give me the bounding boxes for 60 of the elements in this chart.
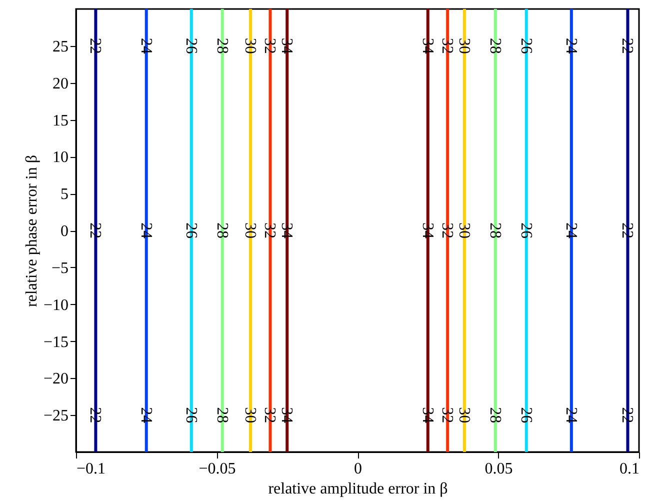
text: 32 xyxy=(261,38,278,54)
y-tick-label: 15 xyxy=(52,112,68,130)
text: 30 xyxy=(455,222,472,238)
x-tick-label: 0 xyxy=(354,460,362,478)
x-tick-label: 0.1 xyxy=(620,460,640,478)
y-tick-label: 5 xyxy=(60,186,68,204)
y-tick-label: −15 xyxy=(43,334,68,351)
x-tick-label: −0.05 xyxy=(198,460,236,478)
text: 34 xyxy=(418,38,436,54)
y-tick-label: −10 xyxy=(43,296,68,314)
text: 26 xyxy=(517,407,534,424)
text: 22 xyxy=(618,38,636,54)
text: 30 xyxy=(242,222,259,238)
y-tick-label: −25 xyxy=(43,408,68,425)
text: 28 xyxy=(213,407,230,424)
text: 24 xyxy=(137,222,154,238)
text: 32 xyxy=(261,222,278,238)
text: 30 xyxy=(242,407,259,424)
text: 32 xyxy=(261,407,278,424)
text: 22 xyxy=(618,407,636,424)
x-axis-title: relative amplitude error in β xyxy=(268,480,448,498)
text: 26 xyxy=(182,407,200,424)
text: 28 xyxy=(486,222,504,238)
text: 32 xyxy=(438,407,456,424)
text: 34 xyxy=(278,407,296,424)
text: 32 xyxy=(438,38,456,54)
text: 28 xyxy=(486,38,504,54)
text: 28 xyxy=(213,222,230,238)
text: 30 xyxy=(455,407,472,424)
text: 26 xyxy=(517,222,534,238)
text: 24 xyxy=(562,38,580,54)
y-tick-label: −5 xyxy=(51,260,68,277)
text: 24 xyxy=(137,407,154,424)
text: 24 xyxy=(562,407,580,424)
y-axis-title: relative phase error in β xyxy=(23,154,40,308)
y-tick-label: 0 xyxy=(60,223,68,240)
text: 34 xyxy=(418,222,436,238)
text: 24 xyxy=(562,222,580,238)
text: 30 xyxy=(242,38,259,54)
text: 22 xyxy=(618,222,636,238)
text: 32 xyxy=(438,222,456,238)
y-tick-label: 10 xyxy=(52,149,68,166)
y-tick-label: −20 xyxy=(43,370,68,388)
text: 30 xyxy=(455,38,472,54)
text: 34 xyxy=(278,38,296,54)
text: 22 xyxy=(86,38,104,54)
text: 28 xyxy=(213,38,230,54)
text: 26 xyxy=(182,38,200,54)
text: 22 xyxy=(86,222,104,238)
y-tick-label: 20 xyxy=(52,75,68,92)
y-tick-label: 25 xyxy=(52,38,68,56)
text: 22 xyxy=(86,407,104,424)
text: 26 xyxy=(517,38,534,54)
text: 26 xyxy=(182,222,200,238)
text: 34 xyxy=(278,222,296,238)
x-tick-label: −0.1 xyxy=(76,460,106,478)
text: 28 xyxy=(486,407,504,424)
text: 34 xyxy=(418,407,436,424)
x-tick-label: 0.05 xyxy=(484,460,513,478)
text: 24 xyxy=(137,38,154,54)
